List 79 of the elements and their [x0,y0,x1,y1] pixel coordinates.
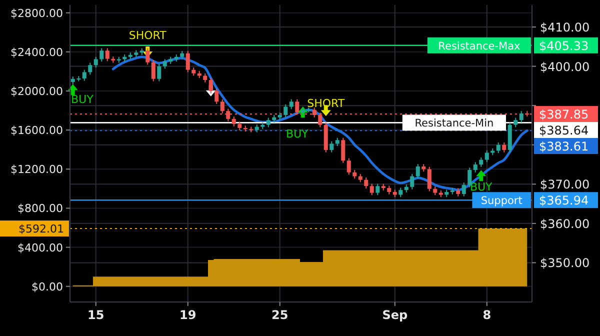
candlestick [295,98,300,116]
candlestick [226,108,230,122]
ref-line-label: $387.85 [539,108,589,122]
candlestick [186,50,190,73]
candlestick [346,158,351,176]
candlestick [318,112,322,128]
candlestick [496,142,500,154]
y-tick-label: $2400.00 [10,46,63,59]
candlestick [208,77,213,94]
label-box: Resistance-Min [402,114,506,131]
annotation: SHORT [307,97,345,110]
candlestick [214,88,219,104]
y2-tick-label: $360.00 [540,216,590,231]
label-box: Resistance-Max [427,37,531,54]
ref-line-label: $592.01 [18,222,64,236]
price-tag: $385.64 [534,122,598,138]
y2-tick-label: $350.00 [540,256,590,270]
annotation: BUY [470,180,493,194]
candlestick [514,117,518,128]
y2-tick-label: $400.00 [540,60,590,74]
y-tick-label: $2000.00 [10,84,63,98]
candlestick [416,164,420,180]
candlestick [370,183,374,196]
candlestick [82,69,86,82]
candlestick [88,62,92,76]
price-tag: $387.85 [534,106,598,122]
candlestick [462,182,466,197]
price-tag: $405.33 [534,37,598,54]
candlestick [266,117,270,128]
x-tick-label: 25 [272,308,288,322]
x-tick-label: 8 [482,308,492,322]
x-tick-label: Sep [382,308,408,322]
candlestick [162,58,167,70]
candlestick [203,72,208,83]
candlestick [341,137,346,164]
y-tick-label: $2800.00 [10,6,63,20]
ref-line-label: $383.61 [539,140,589,154]
ref-line-label: Resistance-Min [414,118,494,130]
candlestick [284,104,288,118]
candlestick [312,107,316,118]
annotation: BUY [286,127,309,140]
price-tag: $383.61 [534,138,598,154]
candlestick [473,162,478,173]
candlestick [376,183,380,196]
label-box: Support [472,192,531,208]
candlestick [151,60,156,82]
candlestick [519,110,524,123]
candlestick [502,142,506,153]
y-tick-label: $400.00 [18,241,63,254]
label-box: $592.01 [0,220,69,237]
candlestick [484,150,489,163]
price-tag: $365.94 [534,192,598,208]
candlestick [479,156,484,168]
y2-tick-label: $370.00 [540,178,590,192]
annotation: SHORT [128,29,167,42]
y2-tick-label: $410.00 [540,20,590,34]
candlestick [146,48,150,66]
candlestick [398,187,403,198]
x-tick-label: 19 [180,308,196,322]
candlestick [94,56,98,68]
candlestick [289,98,294,110]
y-tick-label: $1600.00 [10,124,63,138]
candlestick [410,173,414,190]
candlestick [468,167,472,188]
x-tick-label: 15 [88,308,104,322]
candlestick [220,98,224,114]
annotation: BUY [71,92,94,106]
candlestick [105,48,110,62]
y-tick-label: $800.00 [18,202,63,216]
ref-line-label: Support [480,195,522,208]
y-tick-label: $0.00 [32,280,63,294]
candlestick [330,140,334,153]
y-tick-label: $1200.00 [10,163,63,176]
candlestick [427,166,432,192]
candlestick [100,48,104,62]
candlestick [364,176,368,189]
candlestick [157,63,162,82]
ref-line-label: Resistance-Max [438,40,520,52]
candlestick [232,116,236,127]
